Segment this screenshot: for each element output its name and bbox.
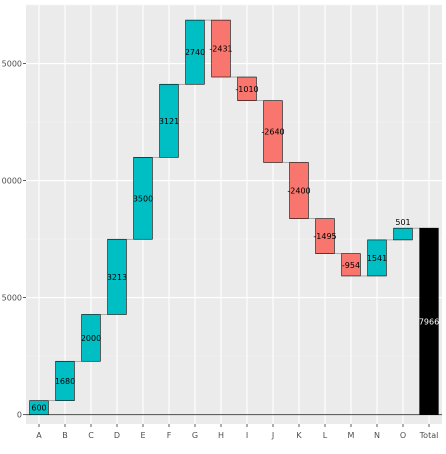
x-tick-label-D: D [114, 431, 120, 440]
bar-G [185, 19, 205, 85]
y-tick-label: 0000 [2, 177, 22, 186]
x-tick-label-N: N [374, 431, 380, 440]
bar-D [107, 238, 127, 315]
bar-N [367, 239, 387, 277]
data-label-O: 501 [395, 218, 410, 227]
bar-Total [419, 227, 439, 415]
y-tick-label: 5000 [2, 294, 22, 303]
data-label-J: -2640 [261, 128, 284, 137]
bar-O [393, 227, 413, 241]
data-label-H: -2431 [209, 45, 232, 54]
y-tick-label: 5000 [2, 60, 22, 69]
bar-M [341, 253, 361, 277]
x-tick-label-E: E [140, 431, 145, 440]
bar-I [237, 76, 257, 101]
x-tick-label-M: M [348, 431, 355, 440]
x-tick-label-A: A [36, 431, 42, 440]
x-tick-label-H: H [218, 431, 224, 440]
data-label-Total: 7966 [419, 317, 439, 326]
x-tick-label-L: L [323, 431, 328, 440]
data-label-F: 3121 [159, 117, 179, 126]
bar-E [133, 157, 153, 240]
bar-H [211, 19, 231, 78]
data-label-E: 3500 [133, 194, 153, 203]
data-label-A: 600 [31, 404, 46, 413]
bar-C [81, 314, 101, 362]
x-tick-label-K: K [296, 431, 302, 440]
y-tick-label: 0 [17, 411, 22, 420]
x-tick-label-O: O [400, 431, 406, 440]
bar-L [315, 218, 335, 254]
bar-A [29, 400, 49, 415]
data-label-B: 1680 [55, 377, 75, 386]
x-tick-label-J: J [271, 431, 274, 440]
x-tick-label-Total: Total [419, 431, 439, 440]
data-label-I: -1010 [235, 85, 258, 94]
x-tick-label-B: B [62, 431, 68, 440]
data-label-C: 2000 [81, 334, 101, 343]
data-label-L: -1495 [313, 232, 336, 241]
data-label-D: 3213 [107, 273, 127, 282]
bar-K [289, 162, 309, 219]
x-tick-label-I: I [246, 431, 248, 440]
data-label-M: -954 [342, 261, 360, 270]
x-tick-label-C: C [88, 431, 94, 440]
bar-F [159, 83, 179, 158]
data-label-G: 2740 [185, 48, 205, 57]
data-label-N: 1541 [367, 254, 387, 263]
bar-B [55, 360, 75, 401]
x-tick-label-G: G [192, 431, 198, 440]
bar-J [263, 100, 283, 163]
data-label-K: -2400 [287, 187, 310, 196]
x-tick-label-F: F [167, 431, 172, 440]
